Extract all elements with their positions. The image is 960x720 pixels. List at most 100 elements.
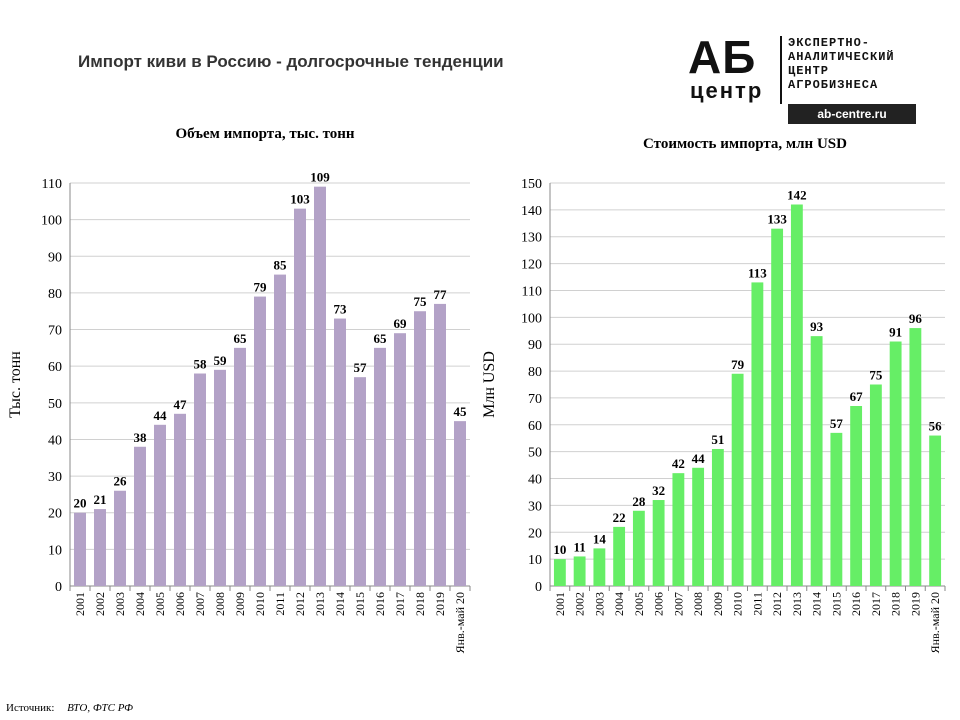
bar: [94, 509, 106, 586]
logo: АБ центр ЭКСПЕРТНО- АНАЛИТИЧЕСКИЙ ЦЕНТР …: [688, 34, 938, 126]
x-tick-label: 2011: [273, 592, 287, 616]
bar: [593, 548, 606, 586]
data-label: 11: [573, 539, 585, 554]
chart-title-volume: Объем импорта, тыс. тонн: [175, 126, 355, 142]
x-tick-label: 2012: [770, 592, 784, 616]
x-tick-label: 2004: [612, 592, 626, 616]
source-note: Источник: ВТО, ФТС РФ: [6, 702, 133, 714]
data-label: 93: [810, 319, 824, 334]
x-tick-label: 2017: [869, 592, 883, 616]
data-label: 38: [134, 430, 148, 445]
data-label: 79: [731, 357, 745, 372]
y-tick-label: 10: [48, 543, 62, 558]
y-tick-label: 150: [521, 177, 542, 192]
bar: [154, 424, 166, 586]
y-axis-label: Млн USD: [481, 351, 498, 418]
y-tick-label: 10: [528, 553, 542, 568]
x-tick-label: 2018: [413, 592, 427, 616]
y-tick-label: 40: [48, 433, 62, 448]
y-tick-label: 100: [41, 214, 62, 229]
x-tick-label: Янв.-май 20: [928, 592, 942, 653]
bar: [354, 377, 366, 586]
x-tick-label: 2006: [173, 592, 187, 616]
y-tick-label: 60: [528, 419, 542, 434]
x-tick-label: 2015: [829, 592, 843, 616]
bar: [454, 421, 466, 586]
y-tick-label: 50: [48, 397, 62, 412]
logo-line: ЦЕНТР: [788, 64, 830, 78]
y-tick-label: 130: [521, 231, 542, 246]
bar: [374, 347, 386, 586]
data-label: 57: [830, 416, 844, 431]
bar: [434, 303, 446, 586]
logo-text: ЭКСПЕРТНО- АНАЛИТИЧЕСКИЙ ЦЕНТР АГРОБИЗНЕ…: [788, 36, 895, 92]
data-label: 67: [850, 389, 864, 404]
y-tick-label: 50: [528, 446, 542, 461]
bar: [134, 446, 146, 586]
data-label: 20: [74, 496, 87, 511]
logo-mark: АБ: [688, 31, 757, 83]
bar: [751, 282, 764, 586]
data-label: 14: [593, 531, 607, 546]
bar: [394, 333, 406, 586]
data-label: 21: [94, 492, 107, 507]
bar: [174, 413, 186, 586]
bar: [334, 318, 346, 586]
data-label: 32: [652, 483, 665, 498]
x-tick-label: 2006: [652, 592, 666, 616]
x-tick-label: 2002: [93, 592, 107, 616]
logo-sub: центр: [690, 78, 764, 103]
bar: [810, 336, 823, 586]
x-tick-label: 2018: [889, 592, 903, 616]
x-tick-label: 2004: [133, 592, 147, 616]
y-tick-label: 110: [522, 284, 542, 299]
y-tick-label: 70: [48, 324, 62, 339]
data-label: 58: [194, 357, 208, 372]
data-label: 65: [234, 331, 248, 346]
bar: [114, 490, 126, 586]
chart-title-value: Стоимость импорта, млн USD: [643, 136, 847, 152]
x-tick-label: 2019: [433, 592, 447, 616]
y-tick-label: 90: [48, 250, 62, 265]
bar: [869, 384, 882, 586]
bar: [830, 432, 843, 586]
x-tick-label: 2015: [353, 592, 367, 616]
y-tick-label: 80: [48, 287, 62, 302]
data-label: 56: [929, 419, 943, 434]
data-label: 44: [692, 451, 706, 466]
data-label: 133: [767, 212, 787, 227]
bar: [652, 500, 665, 586]
data-label: 10: [553, 542, 566, 557]
logo-url[interactable]: ab-centre.ru: [788, 104, 916, 124]
x-tick-label: 2001: [73, 592, 87, 616]
bar: [889, 341, 902, 586]
data-label: 57: [354, 360, 368, 375]
x-tick-label: 2009: [233, 592, 247, 616]
source-label: Источник:: [6, 702, 55, 714]
x-tick-label: 2005: [153, 592, 167, 616]
bar: [254, 296, 266, 586]
bar: [573, 556, 586, 586]
bar: [274, 274, 286, 586]
x-tick-label: 2002: [573, 592, 587, 616]
y-tick-label: 40: [528, 473, 542, 488]
bar: [294, 208, 306, 586]
x-tick-label: 2007: [193, 592, 207, 616]
bar: [194, 373, 206, 586]
bar: [692, 467, 705, 586]
data-label: 22: [613, 510, 626, 525]
bar: [672, 473, 685, 586]
data-label: 73: [334, 302, 348, 317]
data-label: 142: [787, 187, 807, 202]
bar: [929, 435, 942, 586]
x-tick-label: 2010: [731, 592, 745, 616]
x-tick-label: 2017: [393, 592, 407, 616]
x-tick-label: 2005: [632, 592, 646, 616]
y-tick-label: 0: [535, 580, 542, 595]
data-label: 45: [454, 404, 468, 419]
x-tick-label: 2003: [592, 592, 606, 616]
bar: [731, 373, 744, 586]
x-tick-label: 2011: [750, 592, 764, 616]
y-tick-label: 90: [528, 338, 542, 353]
bar: [414, 311, 426, 586]
